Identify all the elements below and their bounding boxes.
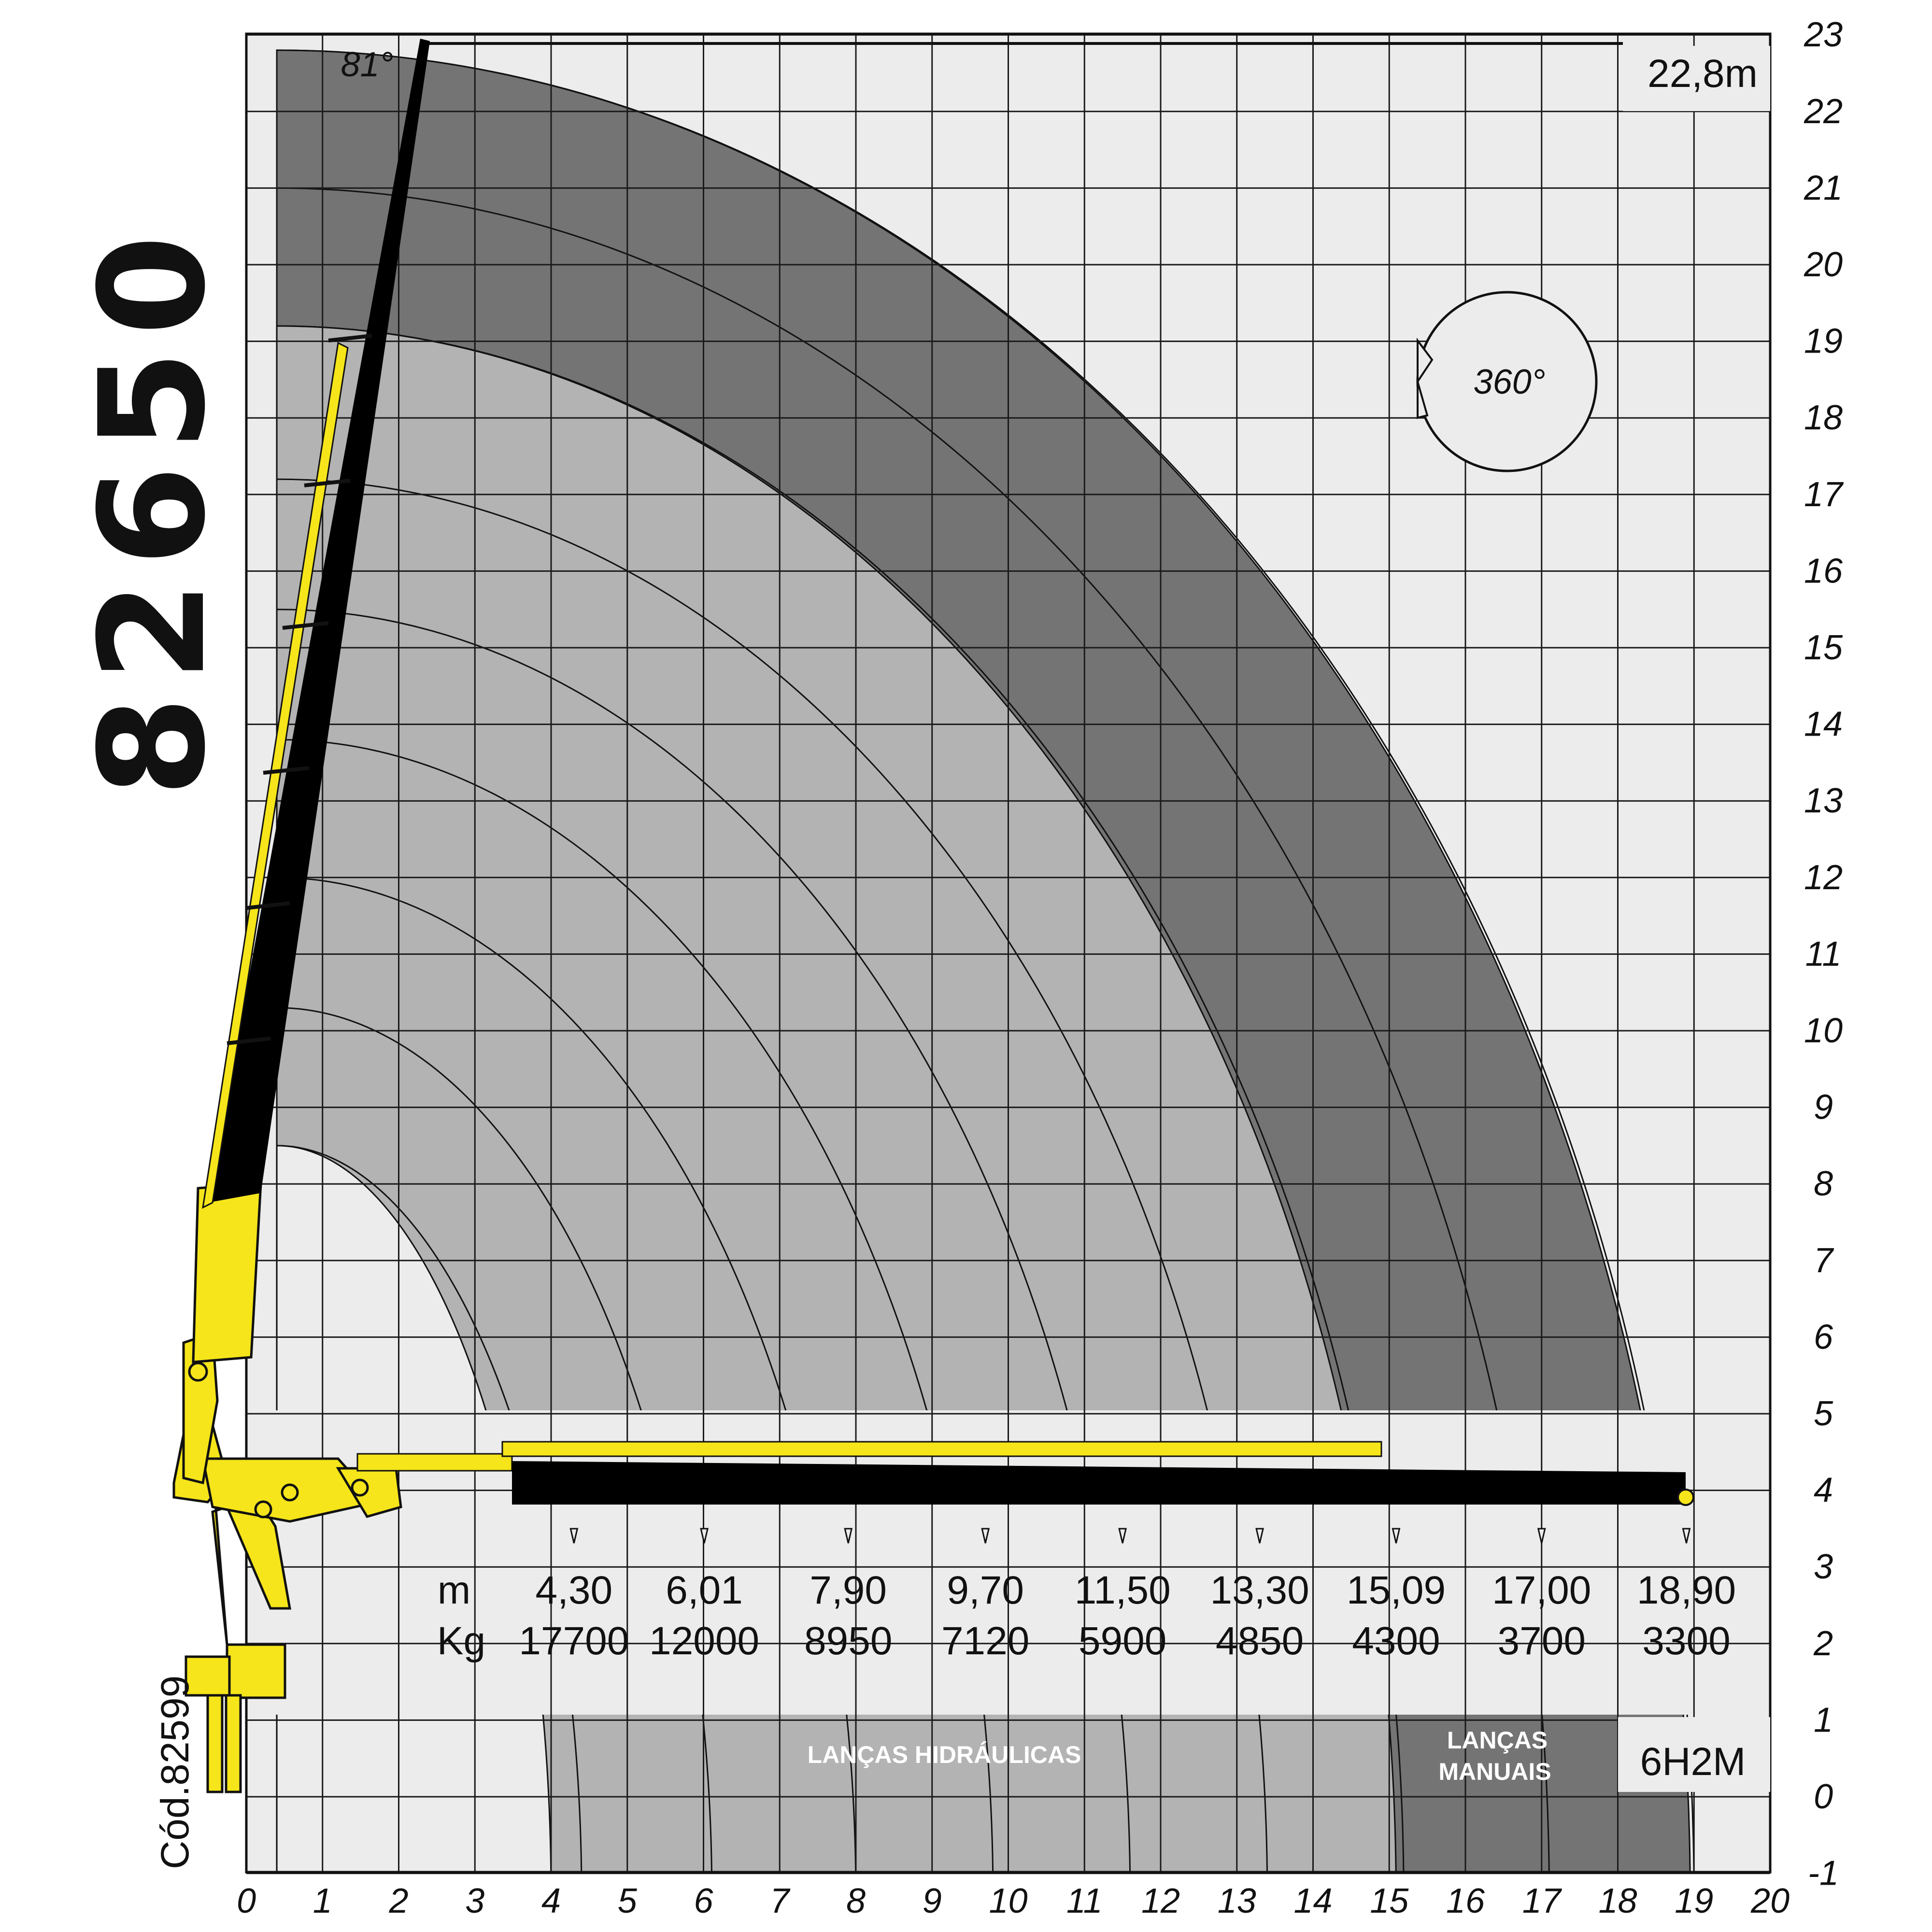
reach-marker (1255, 1528, 1264, 1544)
reach-marker (569, 1528, 579, 1544)
load-value: 7120 (941, 1619, 1029, 1663)
reach-marker (700, 1528, 709, 1544)
model-title: 82650 (69, 220, 237, 797)
reach-value: 7,90 (810, 1568, 887, 1612)
reach-value: 17,00 (1492, 1568, 1591, 1612)
y-tick-label: 16 (1804, 552, 1843, 590)
y-tick-label: 4 (1814, 1471, 1833, 1510)
reach-markers (569, 1528, 1691, 1544)
config-label: 6H2M (1640, 1740, 1746, 1784)
x-tick-label: 8 (846, 1882, 866, 1920)
y-tick-label: 3 (1814, 1548, 1833, 1586)
row-label-m: m (438, 1568, 470, 1612)
max-height-label: 22,8m (1648, 52, 1758, 96)
x-tick-label: 14 (1293, 1882, 1332, 1920)
x-tick-label: 9 (923, 1882, 942, 1920)
product-code: Cód.82599 (153, 1676, 197, 1869)
y-tick-label: 12 (1804, 858, 1843, 897)
reach-marker (844, 1528, 853, 1544)
manual-label-line2: MANUAIS (1438, 1758, 1551, 1785)
y-tick-label: 15 (1804, 628, 1843, 667)
y-tick-label: 20 (1804, 245, 1843, 284)
load-value: 17700 (519, 1619, 629, 1663)
load-value: 12000 (649, 1619, 759, 1663)
reach-marker (1682, 1528, 1691, 1544)
y-tick-label: 14 (1804, 705, 1843, 744)
reach-value: 6,01 (666, 1568, 743, 1612)
load-value: 4850 (1216, 1619, 1304, 1663)
x-tick-label: 4 (541, 1882, 561, 1920)
crane-base-icon (172, 1182, 402, 1793)
rotation-symbol: 360° (1416, 291, 1598, 472)
x-tick-label: 15 (1370, 1882, 1409, 1920)
y-tick-label: 11 (1805, 935, 1842, 973)
reach-table: 4,30 17700 6,01 12000 7,90 8950 9,70 7120 11,50 5… (519, 1568, 1736, 1663)
y-tick-label: 1 (1814, 1701, 1833, 1739)
x-tick-label: 5 (618, 1882, 638, 1920)
horizontal-boom-icon (356, 1441, 1694, 1506)
x-tick-label: 17 (1522, 1882, 1563, 1920)
x-tick-label: 10 (989, 1882, 1027, 1920)
reach-value: 13,30 (1210, 1568, 1309, 1612)
x-tick-label: 16 (1446, 1882, 1485, 1920)
reach-marker (981, 1528, 990, 1544)
x-tick-labels: 0 1 2 3 4 5 6 7 8 9 10 11 12 13 14 15 16 17 18 19 20 (237, 1882, 1790, 1920)
vertical-boom-icon (202, 39, 430, 1209)
y-tick-label: 10 (1804, 1011, 1843, 1050)
y-tick-label: 21 (1804, 169, 1843, 207)
row-label-kg: Kg (437, 1619, 485, 1663)
reach-marker (1392, 1528, 1401, 1544)
y-tick-label: 9 (1814, 1088, 1833, 1127)
load-value: 4300 (1352, 1619, 1440, 1663)
y-tick-label: -1 (1808, 1854, 1839, 1893)
x-tick-label: 6 (694, 1882, 713, 1920)
reach-value: 18,90 (1637, 1568, 1736, 1612)
x-tick-label: 20 (1750, 1882, 1790, 1920)
x-tick-label: 3 (465, 1882, 484, 1920)
y-tick-label: 23 (1804, 15, 1843, 54)
x-tick-label: 18 (1598, 1882, 1637, 1920)
load-value: 3700 (1498, 1619, 1586, 1663)
reach-marker (1537, 1528, 1546, 1544)
y-tick-label: 7 (1814, 1241, 1834, 1280)
x-tick-label: 7 (770, 1882, 791, 1920)
load-value: 5900 (1079, 1619, 1166, 1663)
angle-label: 81° (341, 45, 394, 84)
rotation-arrow-icon (1416, 338, 1434, 419)
x-tick-label: 11 (1066, 1882, 1103, 1920)
y-tick-label: 0 (1814, 1777, 1833, 1816)
x-tick-label: 1 (313, 1882, 332, 1920)
reach-value: 4,30 (536, 1568, 613, 1612)
y-tick-label: 5 (1814, 1394, 1833, 1433)
reach-value: 9,70 (947, 1568, 1024, 1612)
y-tick-label: 18 (1804, 398, 1843, 437)
y-tick-label: 13 (1804, 781, 1843, 820)
y-tick-label: 6 (1814, 1318, 1833, 1356)
hydraulic-label: LANÇAS HIDRÁULICAS (808, 1741, 1081, 1768)
x-tick-label: 13 (1218, 1882, 1256, 1920)
y-tick-label: 22 (1804, 92, 1843, 131)
load-value: 3300 (1642, 1619, 1730, 1663)
load-value: 8950 (804, 1619, 892, 1663)
y-tick-label: 8 (1814, 1165, 1833, 1203)
x-tick-label: 12 (1141, 1882, 1180, 1920)
y-tick-label: 19 (1804, 322, 1843, 361)
x-tick-label: 2 (388, 1882, 408, 1920)
y-tick-label: 17 (1804, 475, 1844, 514)
rotation-label: 360° (1474, 363, 1546, 401)
reach-value: 15,09 (1347, 1568, 1446, 1612)
y-tick-label: 2 (1813, 1624, 1833, 1663)
reach-marker (1118, 1528, 1127, 1544)
x-tick-label: 0 (237, 1882, 256, 1920)
x-tick-label: 19 (1675, 1882, 1713, 1920)
config-label-box (1618, 1717, 1770, 1792)
manual-label-line1: LANÇAS (1447, 1727, 1548, 1754)
reach-value: 11,50 (1075, 1568, 1171, 1612)
max-height-label-box (1623, 46, 1770, 111)
